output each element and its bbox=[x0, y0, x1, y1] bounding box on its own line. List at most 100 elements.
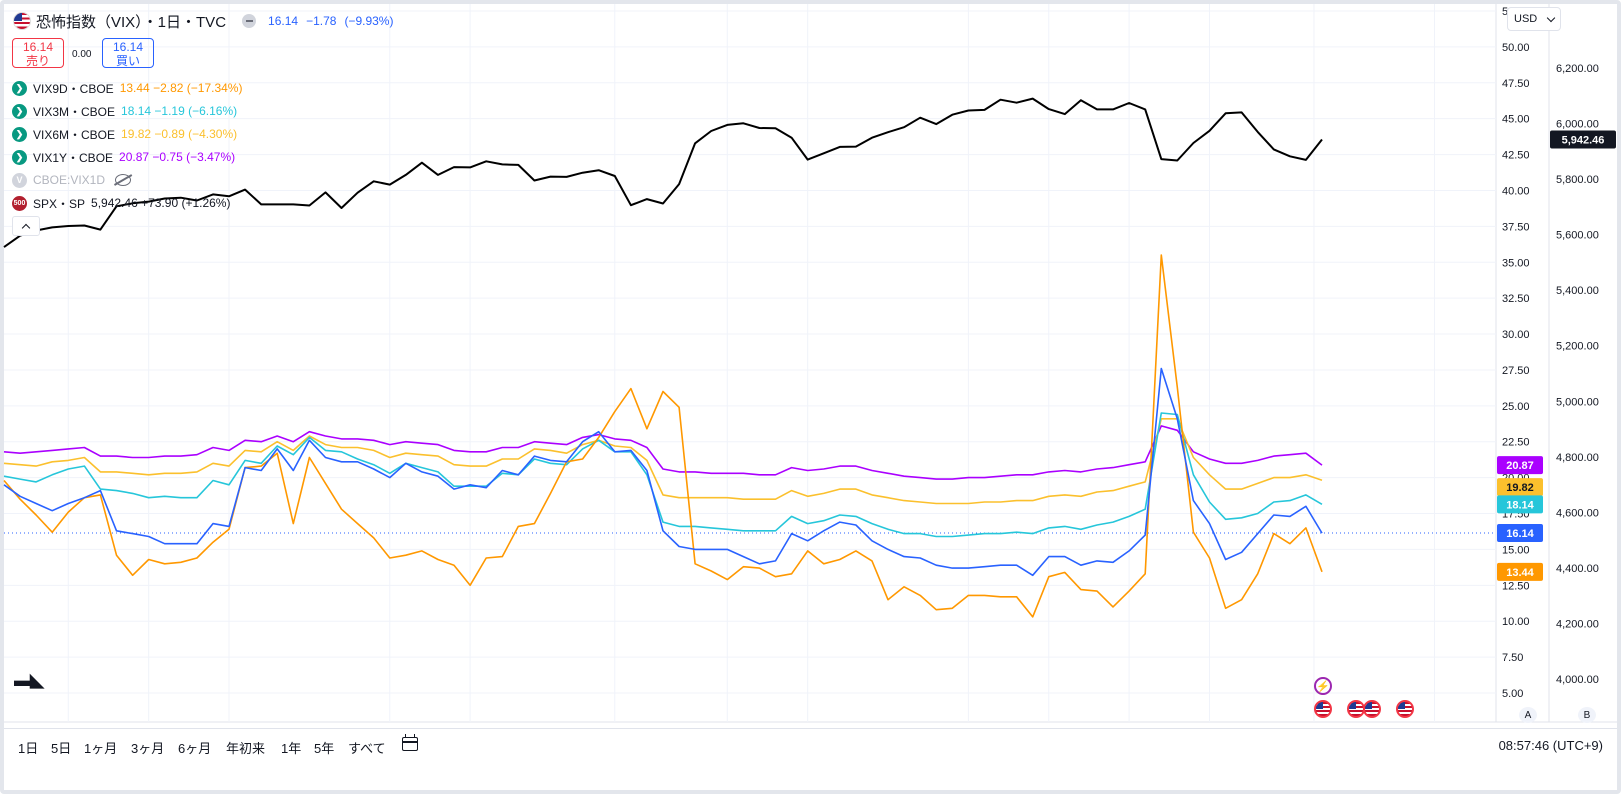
header-change: −1.78 bbox=[306, 14, 337, 28]
collapse-legend-button[interactable] bbox=[12, 216, 40, 236]
scale-b-button[interactable]: B bbox=[1578, 707, 1596, 723]
range-1y-button[interactable]: 1年 bbox=[281, 741, 302, 756]
header-change-pct: (−9.93%) bbox=[344, 14, 394, 28]
legend-row-vix1d[interactable]: V CBOE:VIX1D bbox=[12, 170, 132, 190]
legend-values: 5,942.46 +73.90 (+1.26%) bbox=[91, 196, 231, 210]
clock-display[interactable]: 08:57:46 (UTC+9) bbox=[1498, 738, 1603, 753]
right-axis-tick-label: 6,200.00 bbox=[1556, 63, 1599, 75]
series-line-vix1y bbox=[3, 425, 1323, 480]
left-axis-tick-label: 45.00 bbox=[1502, 114, 1530, 126]
right-axis-tick-label: 5,200.00 bbox=[1556, 341, 1599, 353]
chevron-right-icon[interactable]: ❯ bbox=[12, 126, 27, 142]
left-axis-tick-label: 22.50 bbox=[1502, 437, 1530, 449]
range-all-button[interactable]: すべて bbox=[348, 741, 386, 756]
last-value-badge bbox=[1497, 456, 1543, 475]
right-axis-tick-label: 4,200.00 bbox=[1556, 618, 1599, 630]
range-3m-button[interactable]: 3ヶ月 bbox=[131, 741, 165, 756]
chevron-right-icon[interactable]: ❯ bbox=[12, 103, 27, 119]
sell-label: 売り bbox=[25, 54, 50, 68]
right-axis-tick-label: 4,400.00 bbox=[1556, 563, 1599, 575]
left-axis-tick-label: 50.00 bbox=[1502, 42, 1530, 54]
right-axis-tick-label: 5,000.00 bbox=[1556, 396, 1599, 408]
left-axis-tick-label: 25.00 bbox=[1502, 401, 1530, 413]
left-axis-tick-label: 37.50 bbox=[1502, 221, 1530, 233]
chevron-right-icon[interactable]: ❯ bbox=[12, 149, 27, 165]
currency-label: USD bbox=[1514, 13, 1538, 25]
range-1d-button[interactable]: 1日 bbox=[18, 741, 39, 756]
last-value-label: 5,942.46 bbox=[1562, 135, 1605, 147]
lightning-event-icon[interactable]: ⚡ bbox=[1314, 677, 1332, 695]
left-axis-tick-label: 5.00 bbox=[1502, 688, 1523, 700]
last-value-badge bbox=[1497, 478, 1543, 497]
tradingview-logo[interactable]: ▬◣ bbox=[14, 670, 44, 690]
left-axis-tick-label: 32.50 bbox=[1502, 293, 1530, 305]
sell-button[interactable]: 16.14 売り bbox=[12, 38, 64, 68]
legend-symbol: VIX1Y・CBOE bbox=[33, 150, 114, 165]
auto-scale-button[interactable]: A bbox=[1519, 707, 1537, 723]
last-value-badge bbox=[1550, 130, 1616, 149]
last-value-badge bbox=[1497, 562, 1543, 581]
series-line-vix3m bbox=[3, 412, 1323, 538]
symbol-title[interactable]: 恐怖指数（VIX）・1日・TVC bbox=[36, 13, 227, 31]
currency-select[interactable]: USD bbox=[1507, 7, 1561, 31]
legend-row-vix1y[interactable]: ❯ VIX1Y・CBOE 20.87 −0.75 (−3.47%) bbox=[12, 147, 235, 167]
left-axis-tick-label: 30.00 bbox=[1502, 329, 1530, 341]
left-axis-tick-label: 10.00 bbox=[1502, 616, 1530, 628]
eye-hidden-icon[interactable] bbox=[115, 174, 132, 186]
buy-button[interactable]: 16.14 買い bbox=[102, 38, 154, 68]
series-line-vix bbox=[3, 367, 1323, 577]
last-value-label: 19.82 bbox=[1506, 482, 1534, 494]
left-axis-tick-label: 47.50 bbox=[1502, 78, 1530, 90]
right-axis-tick-label: 6,000.00 bbox=[1556, 119, 1599, 131]
left-axis-tick-label: 42.50 bbox=[1502, 150, 1530, 162]
last-value-label: 18.14 bbox=[1506, 499, 1534, 511]
sell-price: 16.14 bbox=[22, 40, 54, 54]
legend-row-spx[interactable]: 500 SPX・SP 5,942.46 +73.90 (+1.26%) bbox=[12, 193, 230, 213]
legend-row-vix3m[interactable]: ❯ VIX3M・CBOE 18.14 −1.19 (−6.16%) bbox=[12, 101, 237, 121]
right-axis-tick-label: 4,800.00 bbox=[1556, 452, 1599, 464]
left-axis-tick-label: 12.50 bbox=[1502, 580, 1530, 592]
header-price: 16.14 bbox=[268, 14, 299, 28]
legend-row-vix6m[interactable]: ❯ VIX6M・CBOE 19.82 −0.89 (−4.30%) bbox=[12, 124, 237, 144]
legend-row-vix9d[interactable]: ❯ VIX9D・CBOE 13.44 −2.82 (−17.34%) bbox=[12, 78, 242, 98]
buy-price: 16.14 bbox=[112, 40, 144, 54]
last-value-label: 13.44 bbox=[1506, 567, 1534, 579]
last-value-label: 16.14 bbox=[1506, 528, 1534, 540]
range-5d-button[interactable]: 5日 bbox=[51, 741, 72, 756]
right-axis-tick-label: 4,600.00 bbox=[1556, 507, 1599, 519]
right-axis-tick-label: 5,400.00 bbox=[1556, 285, 1599, 297]
left-axis-tick-label: 35.00 bbox=[1502, 257, 1530, 269]
range-ytd-button[interactable]: 年初来 bbox=[226, 741, 266, 756]
us-flag-event-icon[interactable] bbox=[1363, 700, 1381, 718]
legend-values: 19.82 −0.89 (−4.30%) bbox=[121, 127, 238, 141]
chevron-down-icon bbox=[1546, 13, 1556, 22]
sp500-icon: 500 bbox=[12, 195, 27, 211]
symbol-header[interactable]: 恐怖指数（VIX）・1日・TVC 16.14 −1.78 (−9.93%) bbox=[14, 10, 393, 32]
left-axis-tick-label: 15.00 bbox=[1502, 544, 1530, 556]
series-line-vix6m bbox=[3, 417, 1323, 505]
bottom-toolbar: 1日 5日 1ヶ月 3ヶ月 6ヶ月 年初来 1年 5年 すべて 08:57:46… bbox=[4, 728, 1617, 763]
chevron-right-icon[interactable]: ❯ bbox=[12, 80, 27, 96]
series-line-spx bbox=[3, 97, 1323, 248]
legend-symbol: VIX6M・CBOE bbox=[33, 127, 116, 142]
us-flag-event-icon[interactable] bbox=[1314, 700, 1332, 718]
v-icon: V bbox=[12, 172, 27, 188]
range-5y-button[interactable]: 5年 bbox=[314, 741, 335, 756]
left-axis-tick-label: 40.00 bbox=[1502, 185, 1530, 197]
left-axis-tick-label: 7.50 bbox=[1502, 652, 1523, 664]
legend-values: 20.87 −0.75 (−3.47%) bbox=[119, 150, 236, 164]
calendar-icon[interactable] bbox=[402, 734, 418, 751]
us-flag-event-icon[interactable] bbox=[1396, 700, 1414, 718]
range-6m-button[interactable]: 6ヶ月 bbox=[178, 741, 212, 756]
left-axis-tick-label: 27.50 bbox=[1502, 365, 1530, 377]
range-1m-button[interactable]: 1ヶ月 bbox=[84, 741, 118, 756]
market-closed-icon[interactable] bbox=[242, 14, 257, 28]
legend-symbol: VIX9D・CBOE bbox=[33, 81, 114, 96]
right-axis-tick-label: 5,600.00 bbox=[1556, 230, 1599, 242]
us-flag-icon bbox=[14, 13, 30, 29]
right-axis-tick-label: 4,000.00 bbox=[1556, 674, 1599, 686]
legend-values: 18.14 −1.19 (−6.16%) bbox=[121, 104, 238, 118]
last-value-label: 20.87 bbox=[1506, 460, 1534, 472]
right-axis-tick-label: 5,800.00 bbox=[1556, 174, 1599, 186]
